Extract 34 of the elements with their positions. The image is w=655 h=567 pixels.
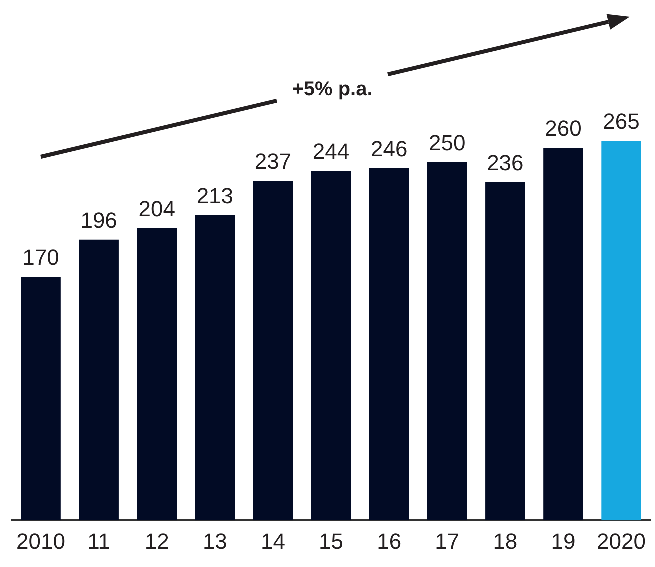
- data-label: 196: [80, 208, 118, 233]
- x-tick-label: 19: [551, 528, 576, 554]
- x-tick-label: 12: [144, 528, 170, 554]
- data-label: 250: [429, 130, 466, 156]
- data-label: 170: [22, 245, 60, 270]
- x-tick-label: 14: [260, 528, 286, 554]
- bar: [369, 168, 410, 521]
- x-tick-label: 2010: [16, 528, 66, 554]
- bar: [253, 181, 294, 521]
- data-label: 246: [370, 136, 408, 162]
- bar: [602, 141, 642, 521]
- text: +5% p.a.: [292, 78, 373, 102]
- x-tick-label: 11: [88, 528, 110, 554]
- x-tick-label: 16: [377, 528, 402, 554]
- data-label: 236: [487, 150, 524, 176]
- bar: [486, 182, 526, 521]
- data-label: 237: [254, 149, 292, 174]
- x-tick-label: 15: [319, 528, 344, 554]
- x-tick-label: 18: [493, 528, 518, 554]
- data-label: 260: [545, 116, 582, 142]
- x-tick-label: 2020: [597, 528, 646, 554]
- bar: [195, 215, 236, 521]
- bar: [544, 148, 584, 521]
- bar: [137, 228, 178, 521]
- data-label: 204: [138, 196, 176, 222]
- data-label: 244: [312, 139, 350, 164]
- data-label: 213: [196, 184, 234, 209]
- bar: [427, 162, 468, 521]
- bar: [311, 171, 352, 521]
- x-tick-label: 17: [435, 528, 460, 554]
- bar: [21, 277, 61, 521]
- data-label: 265: [603, 109, 640, 134]
- x-tick-label: 13: [202, 528, 228, 554]
- bar: [79, 240, 119, 521]
